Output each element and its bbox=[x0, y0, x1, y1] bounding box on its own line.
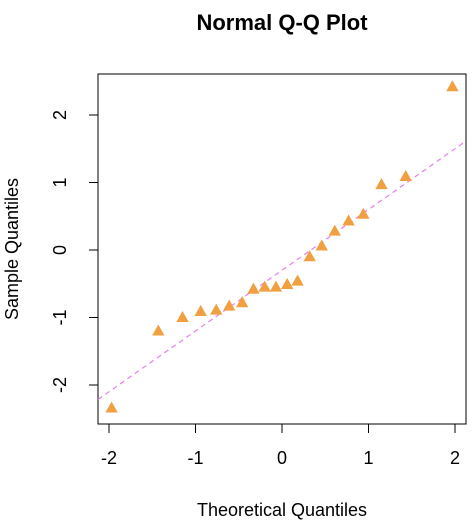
data-point bbox=[303, 250, 316, 262]
data-point bbox=[399, 169, 412, 181]
data-point bbox=[328, 224, 341, 236]
y-axis-label: Sample Quantiles bbox=[2, 178, 22, 320]
data-points bbox=[105, 80, 459, 413]
data-point bbox=[194, 304, 207, 316]
plot-frame bbox=[97, 73, 467, 425]
data-point bbox=[176, 311, 189, 323]
data-point bbox=[210, 303, 223, 315]
reference-line bbox=[97, 140, 467, 400]
y-tick-label: 0 bbox=[50, 245, 70, 255]
data-point bbox=[281, 277, 294, 289]
data-point bbox=[291, 274, 304, 286]
x-tick-label: 2 bbox=[450, 448, 460, 468]
data-point bbox=[315, 239, 328, 251]
y-tick-label: 2 bbox=[50, 110, 70, 120]
y-tick-label: -1 bbox=[50, 309, 70, 325]
data-point bbox=[105, 401, 118, 413]
data-point bbox=[375, 178, 388, 190]
data-point bbox=[446, 80, 459, 92]
data-point bbox=[247, 282, 260, 294]
y-axis: -2 -1 0 1 2 bbox=[50, 110, 99, 393]
x-axis-label: Theoretical Quantiles bbox=[197, 500, 367, 520]
data-point bbox=[236, 296, 249, 308]
y-tick-label: -2 bbox=[50, 377, 70, 393]
x-tick-label: -2 bbox=[101, 448, 117, 468]
data-point bbox=[357, 207, 370, 219]
x-axis: -2 -1 0 1 2 bbox=[101, 423, 460, 468]
data-point bbox=[223, 299, 236, 311]
data-point bbox=[269, 280, 283, 292]
x-tick-label: 1 bbox=[363, 448, 373, 468]
data-point bbox=[258, 280, 271, 292]
y-tick-label: 1 bbox=[50, 177, 70, 187]
data-point bbox=[342, 214, 355, 226]
data-point bbox=[152, 324, 165, 336]
x-tick-label: 0 bbox=[277, 448, 287, 468]
chart-title: Normal Q-Q Plot bbox=[196, 10, 368, 35]
x-tick-label: -1 bbox=[187, 448, 203, 468]
